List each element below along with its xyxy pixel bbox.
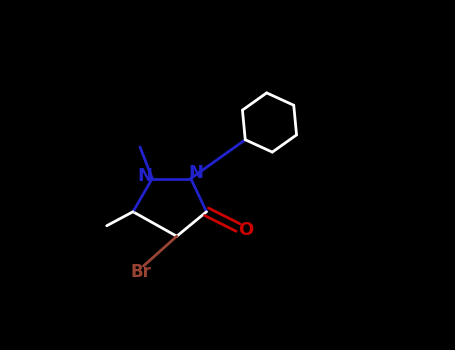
Text: N: N (188, 164, 203, 182)
Text: O: O (238, 221, 253, 239)
Text: N: N (137, 167, 152, 185)
Text: Br: Br (130, 263, 151, 281)
